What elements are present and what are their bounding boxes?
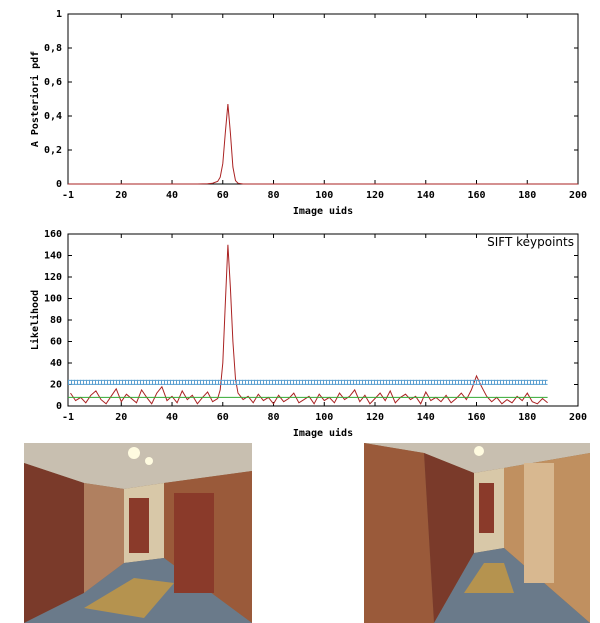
x-tick-label: 60 xyxy=(217,190,229,201)
left-corridor-photo xyxy=(24,443,252,623)
x-tick-label: 140 xyxy=(417,190,435,201)
y-axis-label: A Posteriori pdf xyxy=(29,51,41,147)
y-tick-label: 160 xyxy=(44,229,62,240)
plot-frame xyxy=(67,13,579,185)
x-tick-label: 180 xyxy=(518,190,536,201)
x-tick-label: 100 xyxy=(315,412,333,423)
x-tick-label: 200 xyxy=(569,412,587,423)
x-tick-label: -1 xyxy=(62,412,74,423)
x-tick-label: 100 xyxy=(315,190,333,201)
y-tick-label: 20 xyxy=(50,380,62,391)
series-line xyxy=(68,104,578,185)
y-tick-label: 40 xyxy=(50,358,62,369)
right-corridor-photo xyxy=(364,443,590,623)
y-tick-label: 0 xyxy=(56,179,62,190)
x-tick-label: 180 xyxy=(518,412,536,423)
posterior-pdf-chart: -1 20 40 60 80 100 120 140 160 180 200 0 0,2 0,4 0,6 0,… xyxy=(0,0,600,222)
y-tick-label: 80 xyxy=(50,315,62,326)
y-tick-label: 0,6 xyxy=(44,77,62,88)
y-tick-label: 0,8 xyxy=(44,43,62,54)
x-tick-label: 20 xyxy=(115,190,127,201)
x-tick-label: 120 xyxy=(366,190,384,201)
x-tick-label: -1 xyxy=(62,190,74,201)
x-tick-label: 120 xyxy=(366,412,384,423)
y-tick-label: 100 xyxy=(44,294,62,305)
x-axis-label: Image uids xyxy=(293,427,353,439)
likelihood-plot: -1 20 40 60 80 100 120 140 160 180 200 0 20 40 60 80 100… xyxy=(29,229,587,439)
x-tick-label: 140 xyxy=(417,412,435,423)
y-tick-label: 120 xyxy=(44,272,62,283)
y-tick-label: 1 xyxy=(56,9,62,20)
posterior-pdf-plot: -1 20 40 60 80 100 120 140 160 180 200 0 0,2 0,4 0,6 0,… xyxy=(29,9,587,217)
x-tick-label: 40 xyxy=(166,412,178,423)
y-tick-label: 0,4 xyxy=(44,111,62,122)
y-tick-label: 0,2 xyxy=(44,145,62,156)
y-axis-label: Likelihood xyxy=(29,290,41,350)
x-axis-label: Image uids xyxy=(293,205,353,217)
x-tick-label: 20 xyxy=(115,412,127,423)
y-tick-label: 140 xyxy=(44,251,62,262)
x-tick-label: 80 xyxy=(267,190,279,201)
x-tick-label: 60 xyxy=(217,412,229,423)
x-tick-label: 40 xyxy=(166,190,178,201)
legend-label: SIFT keypoints xyxy=(487,235,574,249)
x-tick-label: 200 xyxy=(569,190,587,201)
x-tick-label: 80 xyxy=(267,412,279,423)
x-tick-label: 160 xyxy=(467,190,485,201)
y-tick-label: 60 xyxy=(50,337,62,348)
x-tick-label: 160 xyxy=(467,412,485,423)
y-tick-label: 0 xyxy=(56,401,62,412)
likelihood-chart: -1 20 40 60 80 100 120 140 160 180 200 0 20 40 60 80 100… xyxy=(0,222,600,442)
